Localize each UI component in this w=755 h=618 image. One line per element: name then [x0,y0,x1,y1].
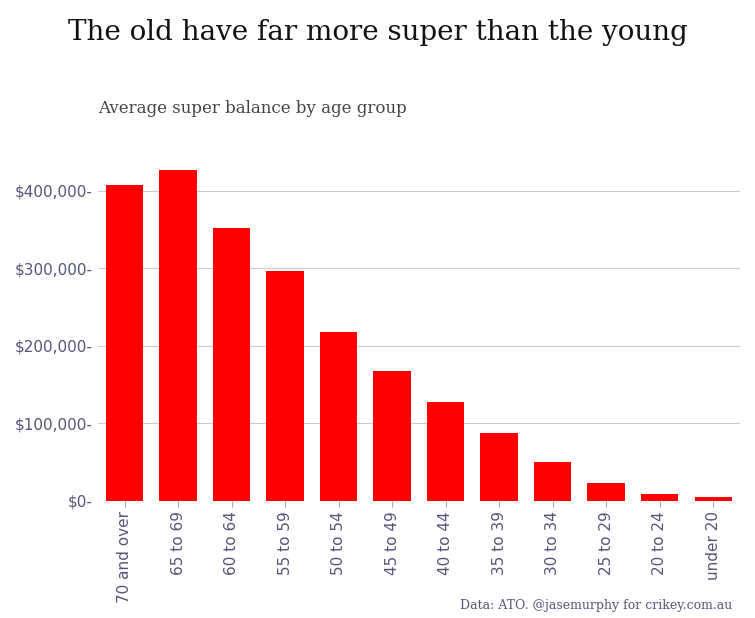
Text: Average super balance by age group: Average super balance by age group [98,100,407,117]
Bar [427,402,464,501]
Bar [106,185,143,501]
Bar [695,497,732,501]
Bar [320,332,357,501]
Bar [159,170,197,501]
Bar [267,271,304,501]
Bar [587,483,625,501]
Text: Data: ATO. @jasemurphy for crikey.com.au: Data: ATO. @jasemurphy for crikey.com.au [460,599,732,612]
Text: The old have far more super than the young: The old have far more super than the you… [67,19,688,46]
Bar [374,371,411,501]
Bar [213,228,251,501]
Bar [641,494,679,501]
Bar [534,462,572,501]
Bar [480,433,518,501]
